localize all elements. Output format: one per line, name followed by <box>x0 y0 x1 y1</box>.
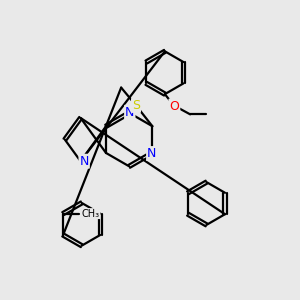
Text: CH₃: CH₃ <box>82 208 100 219</box>
Text: N: N <box>125 106 134 119</box>
Text: O: O <box>169 100 179 112</box>
Text: N: N <box>147 147 157 160</box>
Text: S: S <box>132 99 140 112</box>
Text: N: N <box>80 155 89 168</box>
